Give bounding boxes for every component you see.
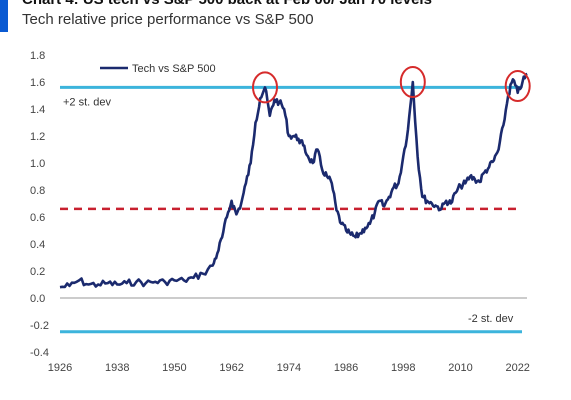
chart-title: Chart 4: US tech vs S&P 500 back at Feb … (22, 0, 432, 8)
x-tick-label: 1962 (219, 362, 243, 374)
x-tick-label: 1998 (391, 362, 415, 374)
y-tick-label: 0.4 (30, 239, 45, 251)
y-tick-label: 1.8 (30, 50, 45, 62)
peak-highlight-circle (399, 66, 426, 98)
y-tick-label: -0.4 (30, 347, 49, 359)
stdev-label: +2 st. dev (63, 96, 112, 108)
accent-bar (0, 0, 8, 32)
y-tick-label: 1.6 (30, 77, 45, 89)
y-tick-label: 0.8 (30, 185, 45, 197)
x-tick-label: 2022 (505, 362, 529, 374)
y-tick-label: 0.2 (30, 266, 45, 278)
y-tick-label: 1.0 (30, 158, 45, 170)
y-tick-label: 1.4 (30, 104, 45, 116)
x-tick-label: 1986 (334, 362, 358, 374)
peak-highlight-circle (252, 71, 279, 104)
stdev-label: -2 st. dev (468, 313, 514, 325)
chart-subtitle: Tech relative price performance vs S&P 5… (22, 11, 314, 28)
x-tick-label: 1974 (277, 362, 301, 374)
peak-highlight-circle (504, 70, 531, 103)
x-tick-label: 1926 (48, 362, 72, 374)
x-tick-label: 2010 (448, 362, 472, 374)
y-tick-label: 0.6 (30, 212, 45, 224)
x-tick-label: 1938 (105, 362, 129, 374)
y-tick-label: -0.2 (30, 320, 49, 332)
y-tick-label: 0.0 (30, 293, 45, 305)
y-tick-label: 1.2 (30, 131, 45, 143)
x-tick-label: 1950 (162, 362, 186, 374)
series-line-tech-vs-sp500 (59, 72, 528, 289)
legend-label: Tech vs S&P 500 (132, 63, 216, 75)
